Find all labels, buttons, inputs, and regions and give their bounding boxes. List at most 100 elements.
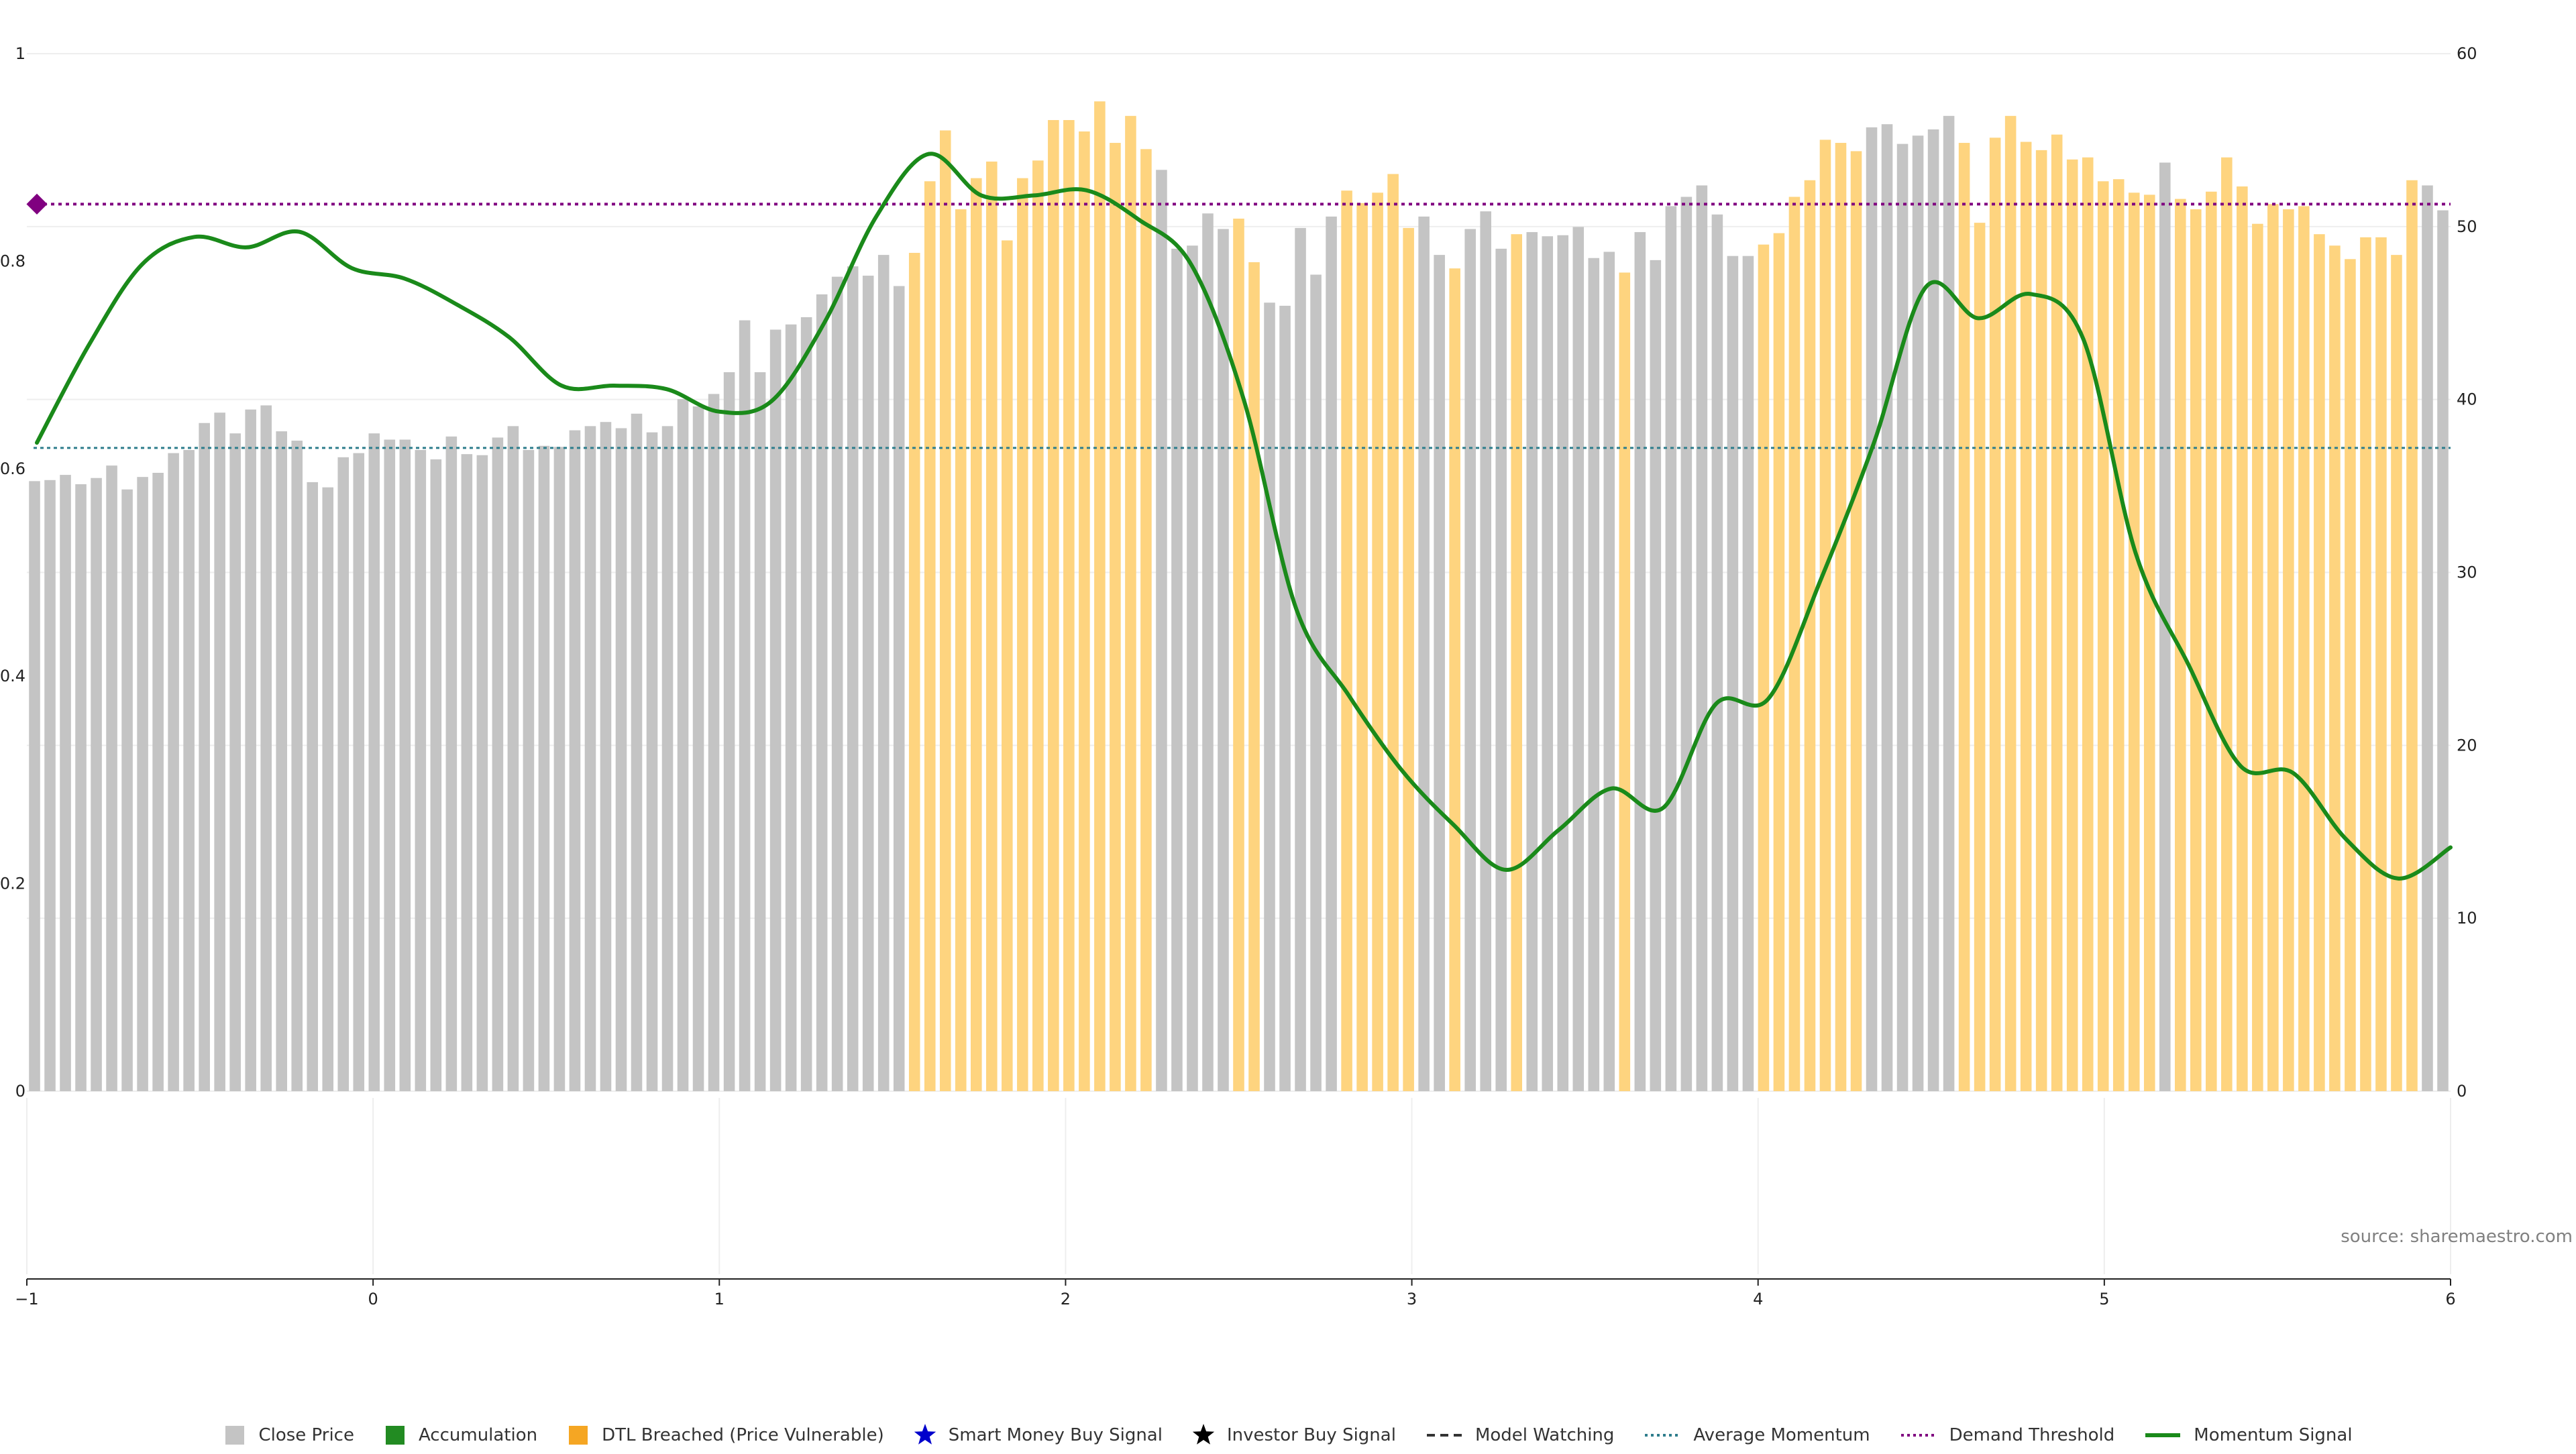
legend-star-icon: [914, 1424, 936, 1445]
price-bar-54: [862, 276, 874, 1092]
x-tick-label-2: 1: [714, 1290, 724, 1308]
price-bar-133: [2082, 157, 2094, 1092]
price-bar-24: [399, 439, 411, 1091]
price-bar-64: [1017, 178, 1028, 1091]
price-bar-32: [523, 449, 535, 1091]
price-bar-70: [1110, 143, 1121, 1092]
price-bar-78: [1233, 218, 1244, 1091]
price-bar-148: [2314, 234, 2325, 1092]
legend-solid-line-icon: [2145, 1433, 2181, 1437]
price-bar-123: [1927, 129, 1939, 1091]
x-tick-label-7: 6: [2445, 1290, 2455, 1308]
price-bar-13: [229, 433, 241, 1091]
price-bar-21: [353, 453, 365, 1091]
price-bar-99: [1557, 235, 1569, 1092]
price-bar-6: [121, 489, 133, 1091]
demand-threshold-marker: [26, 193, 48, 215]
price-bar-46: [739, 320, 751, 1092]
price-bar-137: [2143, 194, 2155, 1092]
price-bar-31: [507, 426, 519, 1091]
price-bar-33: [538, 445, 550, 1091]
price-bar-80: [1264, 302, 1275, 1091]
price-bar-84: [1326, 216, 1337, 1091]
legend-item-2: DTL Breached (Price Vulnerable): [567, 1424, 884, 1447]
price-bar-42: [677, 399, 689, 1091]
price-bar-107: [1680, 197, 1693, 1092]
price-bar-23: [384, 439, 396, 1091]
price-bar-58: [924, 181, 936, 1091]
price-bar-129: [2020, 142, 2032, 1091]
right-tick-label-0: 0: [2457, 1082, 2467, 1101]
legend-dotted-line-icon: [1645, 1434, 1680, 1437]
price-bar-143: [2237, 186, 2248, 1091]
x-tick-label-3: 2: [1061, 1290, 1071, 1308]
legend-square-icon: [225, 1426, 245, 1445]
price-bar-134: [2097, 181, 2109, 1091]
price-bar-79: [1248, 262, 1260, 1091]
price-bar-104: [1634, 232, 1646, 1092]
price-bar-75: [1187, 245, 1198, 1091]
price-bar-0: [29, 481, 40, 1091]
price-bar-3: [75, 484, 87, 1091]
momentum-signal-line: [35, 152, 2453, 881]
price-bar-132: [2066, 159, 2078, 1092]
price-bar-113: [1773, 233, 1785, 1092]
price-bar-12: [214, 412, 225, 1091]
price-bar-52: [831, 276, 843, 1092]
x-tick-label-0: −1: [15, 1290, 38, 1308]
price-bar-112: [1758, 244, 1770, 1092]
price-bar-1: [44, 480, 56, 1091]
price-bar-138: [2159, 162, 2171, 1091]
legend-label-5: Model Watching: [1474, 1425, 1615, 1445]
legend-square-icon: [385, 1426, 405, 1445]
price-bar-131: [2051, 134, 2063, 1091]
price-bar-36: [584, 426, 596, 1091]
legend-item-3: Smart Money Buy Signal: [914, 1424, 1163, 1447]
left-axis-tick-labels: 0 0.2 0.4 0.6 0.8 1: [0, 44, 25, 1101]
price-bar-101: [1588, 258, 1600, 1091]
legend-label-1: Accumulation: [418, 1425, 538, 1445]
price-bar-96: [1511, 234, 1523, 1092]
legend-label-2: DTL Breached (Price Vulnerable): [602, 1425, 884, 1445]
price-bar-11: [199, 423, 210, 1091]
source-credit: source: sharemaestro.com: [2341, 1227, 2573, 1247]
price-bar-89: [1403, 227, 1414, 1091]
price-bar-130: [2035, 150, 2047, 1092]
price-bar-115: [1804, 180, 1816, 1091]
x-axis-ticks: −1 0 1 2 3 4 5 6: [15, 1279, 2456, 1308]
price-bar-29: [476, 455, 488, 1091]
price-bar-25: [415, 449, 427, 1091]
price-bar-140: [2190, 209, 2202, 1091]
price-bar-4: [91, 478, 102, 1091]
legend-label-6: Average Momentum: [1693, 1425, 1870, 1445]
price-bar-38: [615, 428, 627, 1091]
right-tick-label-2: 20: [2457, 736, 2477, 754]
price-bar-103: [1619, 272, 1631, 1091]
price-bar-69: [1094, 101, 1106, 1092]
price-bar-15: [260, 405, 272, 1091]
price-bar-147: [2298, 206, 2310, 1092]
price-bar-121: [1896, 144, 1909, 1092]
price-bar-53: [847, 266, 859, 1091]
x-tick-label-6: 5: [2099, 1290, 2109, 1308]
price-bar-47: [754, 372, 766, 1092]
close-price-bars: [29, 101, 2449, 1092]
price-bar-59: [939, 130, 951, 1091]
legend-label-3: Smart Money Buy Signal: [948, 1425, 1163, 1445]
price-bar-109: [1711, 214, 1723, 1091]
legend-item-7: Demand Threshold: [1900, 1424, 2114, 1447]
price-bar-74: [1171, 248, 1183, 1092]
price-bar-152: [2375, 237, 2387, 1092]
price-bar-156: [2437, 210, 2449, 1092]
price-bar-71: [1125, 115, 1136, 1091]
price-bar-48: [769, 329, 782, 1092]
price-bar-86: [1356, 203, 1368, 1091]
price-bar-93: [1464, 229, 1476, 1091]
price-bar-9: [168, 453, 179, 1091]
price-bar-19: [322, 487, 334, 1091]
price-bar-65: [1032, 160, 1044, 1091]
price-bar-8: [152, 472, 164, 1091]
price-bar-76: [1202, 213, 1214, 1091]
price-bar-60: [955, 209, 967, 1091]
price-bar-100: [1572, 227, 1585, 1091]
